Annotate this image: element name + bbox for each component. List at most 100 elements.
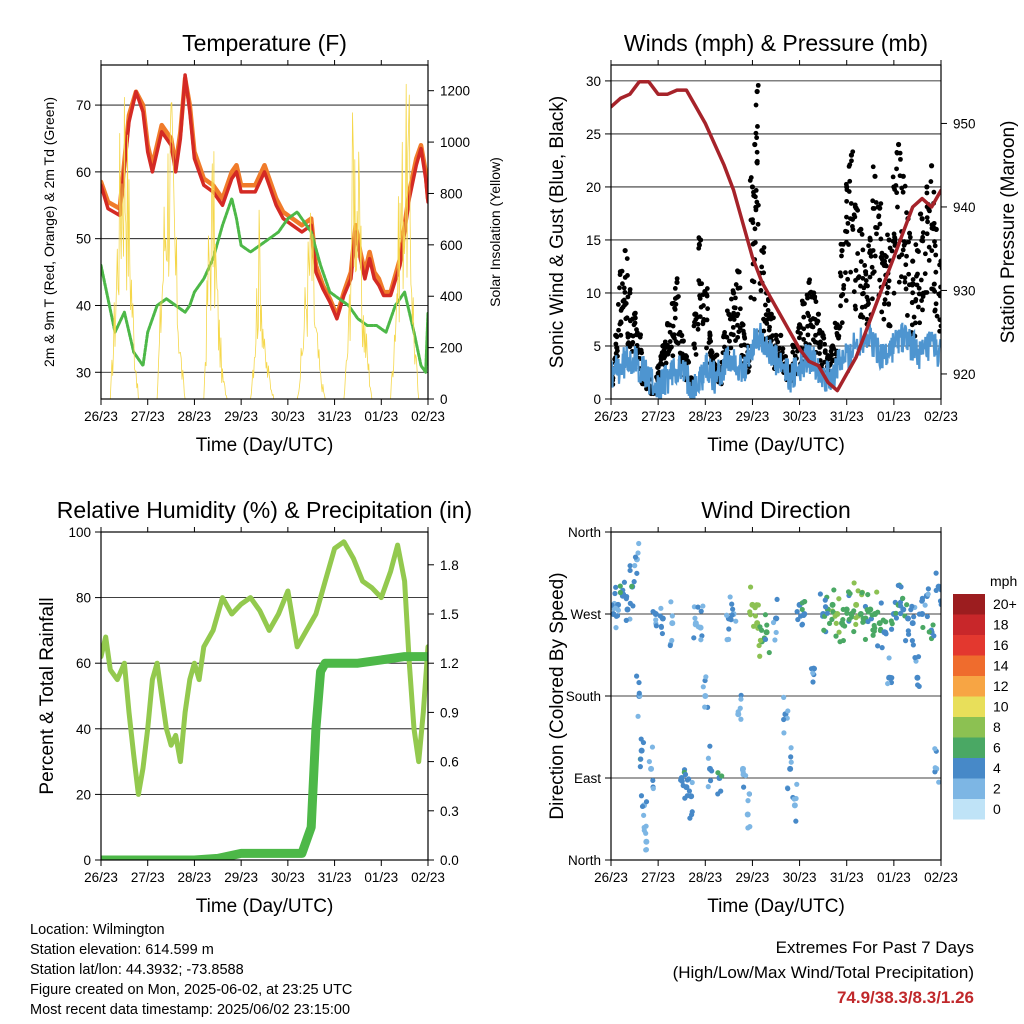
direction-point <box>695 604 701 610</box>
gust-point <box>810 324 816 330</box>
direction-point <box>932 765 938 771</box>
gust-point <box>882 297 888 303</box>
direction-point <box>703 674 709 680</box>
direction-point <box>635 550 641 556</box>
gust-point <box>748 175 754 180</box>
direction-point <box>679 778 685 784</box>
gust-point <box>731 305 737 311</box>
gust-point <box>662 345 668 351</box>
gust-point <box>773 332 779 338</box>
gust-point <box>768 334 774 340</box>
gust-point <box>844 229 850 235</box>
x-tick-label: 29/23 <box>736 409 770 424</box>
y-tick-label: 15 <box>586 233 601 248</box>
gust-point <box>914 282 920 288</box>
gust-point <box>870 248 876 253</box>
direction-point <box>643 838 650 845</box>
gust-point <box>701 303 706 308</box>
direction-point <box>729 612 735 618</box>
direction-point <box>802 599 808 605</box>
gust-point <box>913 297 919 302</box>
gust-point <box>886 301 892 307</box>
direction-point <box>684 777 691 783</box>
direction-point <box>744 811 751 818</box>
y-tick-label: 5 <box>593 339 601 354</box>
y-tick-right-label: 200 <box>440 341 463 356</box>
direction-point <box>840 637 846 644</box>
direction-point <box>650 777 656 784</box>
gust-point <box>883 263 889 269</box>
gust-point <box>838 303 843 309</box>
colorbar-label: 6 <box>993 740 1001 756</box>
gust-point <box>670 353 676 359</box>
x-tick-label: 29/23 <box>224 870 258 885</box>
y-tick-right-label: 1200 <box>440 84 470 99</box>
gust-point <box>860 275 866 281</box>
direction-point <box>831 587 837 593</box>
x-tick-label: 01/23 <box>877 409 911 424</box>
direction-point <box>773 629 779 636</box>
gust-point <box>924 290 930 295</box>
direction-point <box>794 781 800 787</box>
gust-point <box>616 327 621 333</box>
direction-point <box>639 803 646 810</box>
direction-point <box>909 620 916 627</box>
gust-point <box>801 326 807 332</box>
colorbar-label: 20+ <box>993 596 1017 612</box>
direction-point <box>621 579 628 585</box>
direction-point <box>914 674 921 681</box>
direction-point <box>636 679 642 686</box>
gust-point <box>759 247 765 254</box>
direction-point <box>826 620 833 627</box>
direction-point <box>689 779 695 786</box>
direction-point <box>853 601 860 608</box>
direction-point <box>785 708 791 714</box>
x-tick-label: 29/23 <box>736 870 770 885</box>
direction-point <box>788 754 794 760</box>
gust-point <box>853 277 858 283</box>
gust-point <box>898 156 903 162</box>
direction-point <box>821 627 827 633</box>
x-tick-label: 31/23 <box>318 870 352 885</box>
gust-point <box>805 310 811 316</box>
direction-point <box>851 580 857 586</box>
gust-point <box>626 340 631 346</box>
gust-point <box>899 252 905 258</box>
recent-timestamp: Most recent data timestamp: 2025/06/02 2… <box>30 1002 351 1018</box>
colorbar-swatch <box>953 676 985 697</box>
y-tick-label: 80 <box>76 591 91 606</box>
gust-point <box>814 320 820 326</box>
gust-point <box>733 282 739 287</box>
y-tick-label: North <box>568 525 601 540</box>
gust-point <box>692 319 697 325</box>
gust-point <box>933 252 939 258</box>
direction-point <box>702 704 708 710</box>
wind-line <box>611 322 941 399</box>
y-tick-right-label: 800 <box>440 186 463 201</box>
colorbar-label: 18 <box>993 617 1009 633</box>
plot-area <box>101 539 428 860</box>
direction-point <box>883 631 889 637</box>
gust-point <box>865 297 871 303</box>
gust-point <box>896 279 902 285</box>
gust-point <box>752 240 758 245</box>
gust-point <box>615 302 621 307</box>
x-tick-label: 30/23 <box>271 870 305 885</box>
direction-point <box>688 793 695 800</box>
direction-point <box>932 769 938 775</box>
gust-point <box>630 316 635 322</box>
gust-point <box>881 301 887 307</box>
gust-point <box>749 184 756 190</box>
direction-point <box>772 637 778 643</box>
colorbar-label: 0 <box>993 801 1001 817</box>
direction-point <box>879 645 885 651</box>
direction-point <box>709 768 715 774</box>
gust-point <box>801 337 807 342</box>
gust-point <box>925 219 930 225</box>
gust-point <box>749 278 755 284</box>
direction-point <box>634 673 640 679</box>
direction-point <box>653 617 659 623</box>
colorbar-label: 8 <box>993 719 1001 735</box>
gust-point <box>870 198 876 204</box>
gust-point <box>697 237 704 243</box>
